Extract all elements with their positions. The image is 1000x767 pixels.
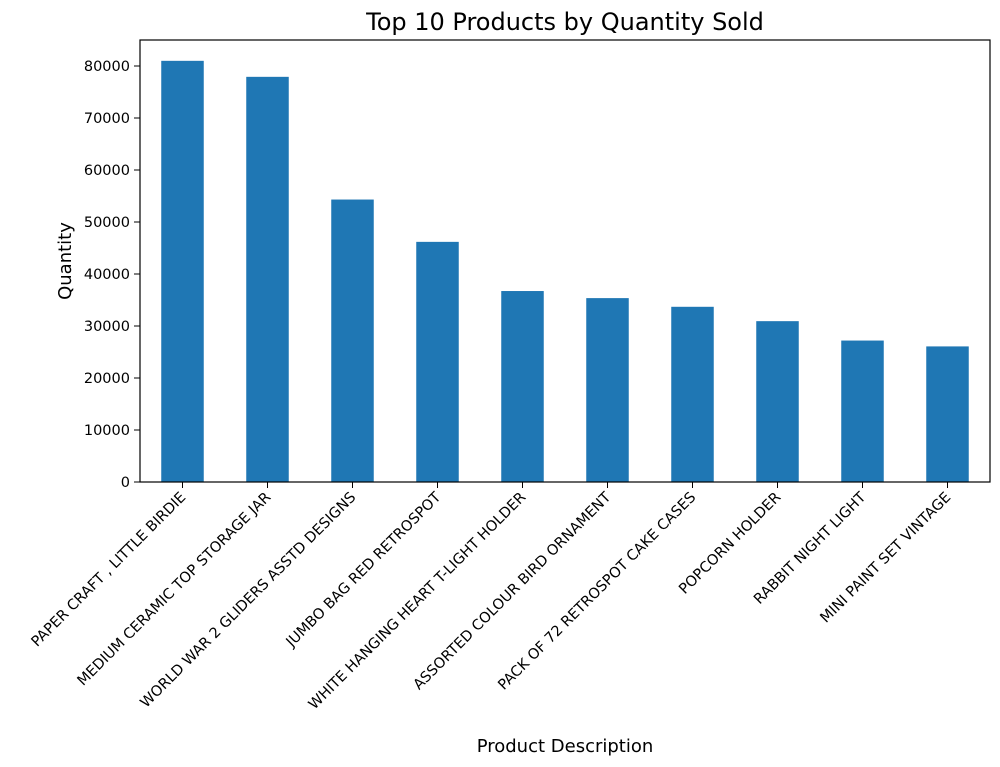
bar-8 — [756, 321, 799, 482]
bar-4 — [416, 241, 459, 482]
y-tick-label: 0 — [121, 475, 130, 491]
x-axis-label: Product Description — [477, 736, 654, 757]
bar-7 — [671, 306, 714, 482]
chart-title: Top 10 Products by Quantity Sold — [365, 8, 764, 36]
y-tick-label: 70000 — [84, 111, 130, 127]
x-tick-label: JUMBO BAG RED RETROSPOT — [283, 489, 445, 651]
y-axis-label: Quantity — [55, 222, 76, 300]
bar-6 — [586, 298, 629, 482]
bar-10 — [926, 346, 969, 482]
x-tick-label: PAPER CRAFT , LITTLE BIRDIE — [29, 490, 190, 651]
bar-3 — [331, 199, 374, 482]
bar-1 — [161, 60, 204, 483]
y-tick-label: 40000 — [84, 267, 130, 283]
plot-frame — [139, 39, 991, 483]
y-tick-label: 50000 — [84, 215, 130, 231]
bar-2 — [246, 76, 289, 483]
x-tick-label: MEDIUM CERAMIC TOP STORAGE JAR — [75, 490, 275, 690]
x-tick-label: ASSORTED COLOUR BIRD ORNAMENT — [411, 489, 615, 693]
y-axis-ticks: 0 10000 20000 30000 40000 50000 60000 70000 8000… — [84, 59, 140, 491]
y-tick-label: 80000 — [84, 59, 130, 75]
x-tick-label: PACK OF 72 RETROSPOT CAKE CASES — [495, 490, 699, 694]
y-tick-label: 60000 — [84, 163, 130, 179]
bars-group — [161, 60, 969, 483]
bar-9 — [841, 340, 884, 482]
y-tick-label: 30000 — [84, 319, 130, 335]
y-tick-label: 10000 — [84, 423, 130, 439]
y-tick-label: 20000 — [84, 371, 130, 387]
bar-5 — [501, 291, 544, 482]
